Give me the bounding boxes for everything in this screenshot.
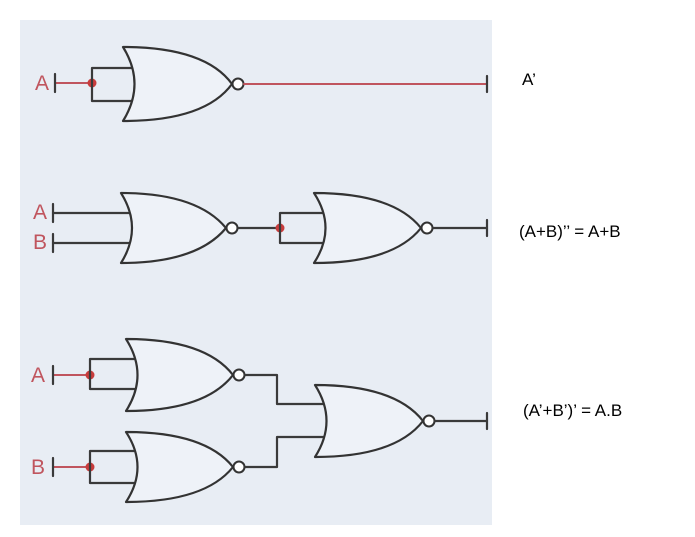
link-wire-lower <box>243 435 332 469</box>
tied-inputs-wire <box>278 211 330 245</box>
nor-gate-1 <box>121 45 234 123</box>
inverter-bubble <box>420 221 434 235</box>
nor-gate-2a <box>119 191 228 265</box>
output-expression-not: A’ <box>522 70 536 89</box>
nor-gate-3a <box>124 337 235 413</box>
input-label-b: B <box>31 456 45 479</box>
link-wire-upper <box>243 373 332 406</box>
nor-gate-3b <box>124 430 235 504</box>
tied-inputs-wire <box>90 66 139 103</box>
output-expression-and: (A’+B’)’ = A.B <box>523 401 623 420</box>
inverter-bubble <box>232 460 246 474</box>
nor-gate-3c <box>313 383 425 459</box>
inverter-bubble <box>422 414 436 428</box>
diagram-panel <box>20 20 492 525</box>
circuit-not-a: A <box>35 45 489 123</box>
inverter-bubble <box>232 368 246 382</box>
inverter-bubble <box>225 221 239 235</box>
nor-gate-2b <box>312 191 423 265</box>
input-label-a: A <box>31 364 45 387</box>
tied-inputs-wire <box>88 449 142 485</box>
inverter-bubble <box>231 77 245 91</box>
circuit-or: A B <box>33 191 489 265</box>
tied-inputs-wire <box>88 357 142 391</box>
input-label-b: B <box>33 231 47 254</box>
circuit-and: A B <box>31 337 489 504</box>
input-label-a: A <box>33 201 47 224</box>
output-expression-or: (A+B)’’ = A+B <box>519 222 621 241</box>
input-label-a: A <box>35 72 49 95</box>
